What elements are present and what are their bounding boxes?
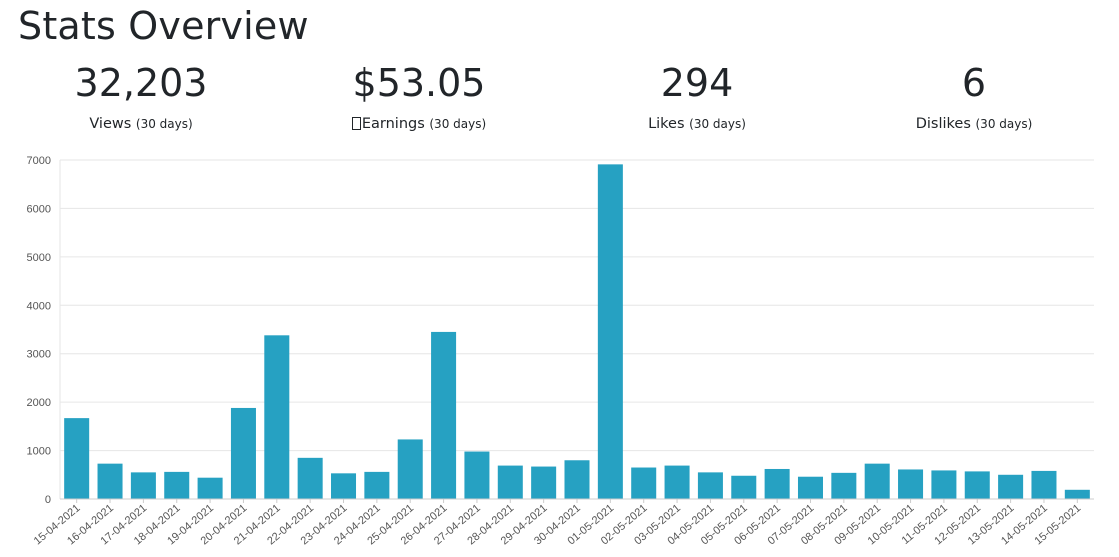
stat-dislikes-period: (30 days) <box>975 117 1033 131</box>
bars <box>64 164 1090 499</box>
y-axis-ticks: 0 1000 2000 3000 4000 5000 6000 7000 <box>27 155 51 506</box>
y-tick-label: 6000 <box>27 203 51 215</box>
bar-02-05-2021 <box>631 467 657 499</box>
y-tick-label: 3000 <box>27 349 51 361</box>
bar-08-05-2021 <box>831 472 857 499</box>
views-bar-chart: 0 1000 2000 3000 4000 5000 6000 7000 15-04-2021… <box>27 155 1094 547</box>
y-tick-label: 1000 <box>27 446 51 458</box>
stat-likes-label: Likes (30 days) <box>562 116 832 132</box>
bar-14-05-2021 <box>1031 470 1057 499</box>
bar-21-04-2021 <box>264 335 290 499</box>
bar-03-05-2021 <box>664 465 690 499</box>
y-tick-label: 7000 <box>27 155 51 167</box>
stats-summary: 32,203 Views (30 days) $53.05 Earnings (30 … <box>0 58 1119 148</box>
bar-23-04-2021 <box>331 473 357 499</box>
stat-views: 32,203 Views (30 days) <box>6 58 276 132</box>
stat-dislikes-label: Dislikes (30 days) <box>839 116 1109 132</box>
bar-22-04-2021 <box>297 457 323 499</box>
bar-26-04-2021 <box>431 331 457 499</box>
bar-07-05-2021 <box>797 476 823 499</box>
bar-10-05-2021 <box>898 469 924 499</box>
bar-16-04-2021 <box>97 463 123 499</box>
stat-earnings-label-text: Earnings <box>361 116 425 132</box>
x-axis-ticks: 15-04-202116-04-202117-04-202118-04-2021… <box>32 499 1083 547</box>
y-tick-label: 0 <box>45 494 51 506</box>
bar-19-04-2021 <box>197 477 223 499</box>
stat-views-period: (30 days) <box>135 117 193 131</box>
bar-01-05-2021 <box>597 164 623 499</box>
bar-12-05-2021 <box>964 471 990 499</box>
stat-earnings: $53.05 Earnings (30 days) <box>284 58 554 132</box>
stat-views-label-text: Views <box>89 116 132 132</box>
bar-24-04-2021 <box>364 471 390 499</box>
bar-15-04-2021 <box>64 418 90 499</box>
bar-11-05-2021 <box>931 470 957 499</box>
bar-06-05-2021 <box>764 468 790 499</box>
bar-05-05-2021 <box>731 475 757 499</box>
stat-views-value: 32,203 <box>74 61 208 105</box>
stat-dislikes-value: 6 <box>961 61 987 105</box>
stat-likes-label-text: Likes <box>648 116 685 132</box>
bar-04-05-2021 <box>697 472 723 499</box>
grid-lines <box>59 159 1094 500</box>
stat-dislikes: 6 Dislikes (30 days) <box>839 58 1109 132</box>
stat-likes-value: 294 <box>660 61 734 105</box>
stat-earnings-period: (30 days) <box>429 117 487 131</box>
y-tick-label: 2000 <box>27 397 51 409</box>
stat-earnings-label: Earnings (30 days) <box>284 116 554 132</box>
y-tick-label: 5000 <box>27 252 51 264</box>
missing-glyph-icon <box>351 117 361 130</box>
bar-27-04-2021 <box>464 451 490 499</box>
bar-18-04-2021 <box>164 471 190 499</box>
bar-30-04-2021 <box>564 460 590 499</box>
bar-15-05-2021 <box>1064 489 1090 499</box>
page-title: Stats Overview <box>18 4 309 48</box>
stat-views-label: Views (30 days) <box>6 116 276 132</box>
stat-earnings-value: $53.05 <box>352 61 486 105</box>
bar-28-04-2021 <box>497 465 523 499</box>
stat-likes-period: (30 days) <box>689 117 746 131</box>
bar-20-04-2021 <box>230 407 256 499</box>
bar-29-04-2021 <box>531 466 557 499</box>
y-tick-label: 4000 <box>27 300 51 312</box>
stat-likes: 294 Likes (30 days) <box>562 58 832 132</box>
bar-13-05-2021 <box>998 474 1024 499</box>
bar-25-04-2021 <box>397 439 423 499</box>
bar-09-05-2021 <box>864 463 890 499</box>
bar-17-04-2021 <box>130 472 156 499</box>
stat-dislikes-label-text: Dislikes <box>915 116 971 132</box>
